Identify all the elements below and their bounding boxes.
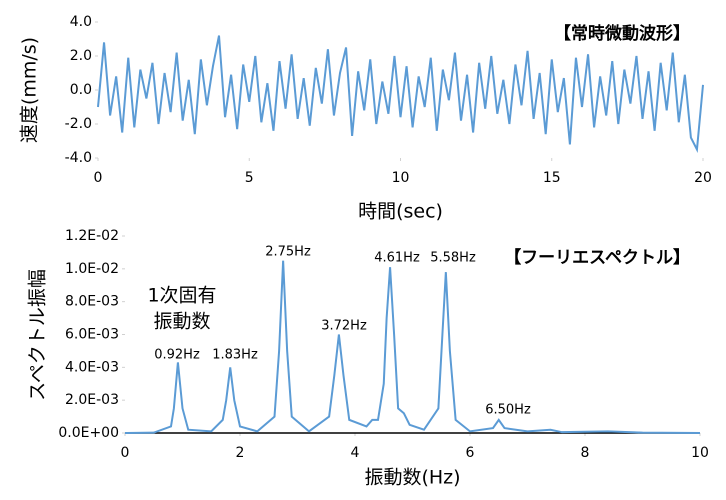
- y-tick-label: 1.2E-02: [65, 228, 119, 244]
- chart-title: 【フーリエスペクトル】: [504, 247, 690, 268]
- y-tick-label: 4.0E-03: [65, 359, 119, 375]
- data-line: [97, 35, 704, 154]
- y-axis-label: スペクトル振幅: [27, 269, 49, 401]
- x-tick-label: 5: [245, 170, 254, 186]
- y-tick-label: 1.0E-02: [65, 261, 119, 277]
- y-tick-label: 2.0E-03: [65, 392, 119, 408]
- y-tick-label: 0.0E+00: [58, 425, 119, 441]
- data-line: [124, 260, 701, 434]
- peak-label: 2.75Hz: [265, 245, 311, 260]
- x-tick-label: 2: [236, 445, 245, 461]
- peak-label: 0.92Hz: [154, 348, 200, 363]
- x-axis-label: 振動数(Hz): [364, 467, 460, 489]
- x-tick-label: 0: [121, 445, 130, 461]
- x-tick-label: 8: [581, 445, 590, 461]
- x-tick-label: 10: [392, 170, 410, 186]
- x-tick-label: 20: [694, 170, 712, 186]
- y-tick-label: 6.0E-03: [65, 327, 119, 343]
- annotation: 1次固有: [147, 285, 216, 307]
- y-tick-label: -4.0: [65, 150, 92, 166]
- x-tick-label: 10: [691, 445, 709, 461]
- peak-label: 4.61Hz: [374, 251, 420, 266]
- y-tick-label: -2.0: [65, 116, 92, 132]
- peak-label: 1.83Hz: [212, 348, 258, 363]
- y-axis-label: 速度(mm/s): [19, 37, 41, 143]
- y-tick-label: 4.0: [70, 14, 92, 30]
- y-tick-label: 2.0: [70, 48, 92, 64]
- chart-title: 【常時微動波形】: [554, 23, 690, 44]
- x-tick-label: 6: [466, 445, 475, 461]
- peak-label: 6.50Hz: [485, 403, 531, 418]
- annotation: 振動数: [153, 311, 210, 333]
- x-axis-label: 時間(sec): [358, 201, 443, 223]
- x-tick-label: 15: [543, 170, 561, 186]
- peak-label: 3.72Hz: [321, 319, 367, 334]
- y-tick-label: 0.0: [70, 82, 92, 98]
- y-tick-label: 8.0E-03: [65, 294, 119, 310]
- peak-label: 5.58Hz: [430, 251, 476, 266]
- x-tick-label: 4: [351, 445, 360, 461]
- x-tick-label: 0: [94, 170, 103, 186]
